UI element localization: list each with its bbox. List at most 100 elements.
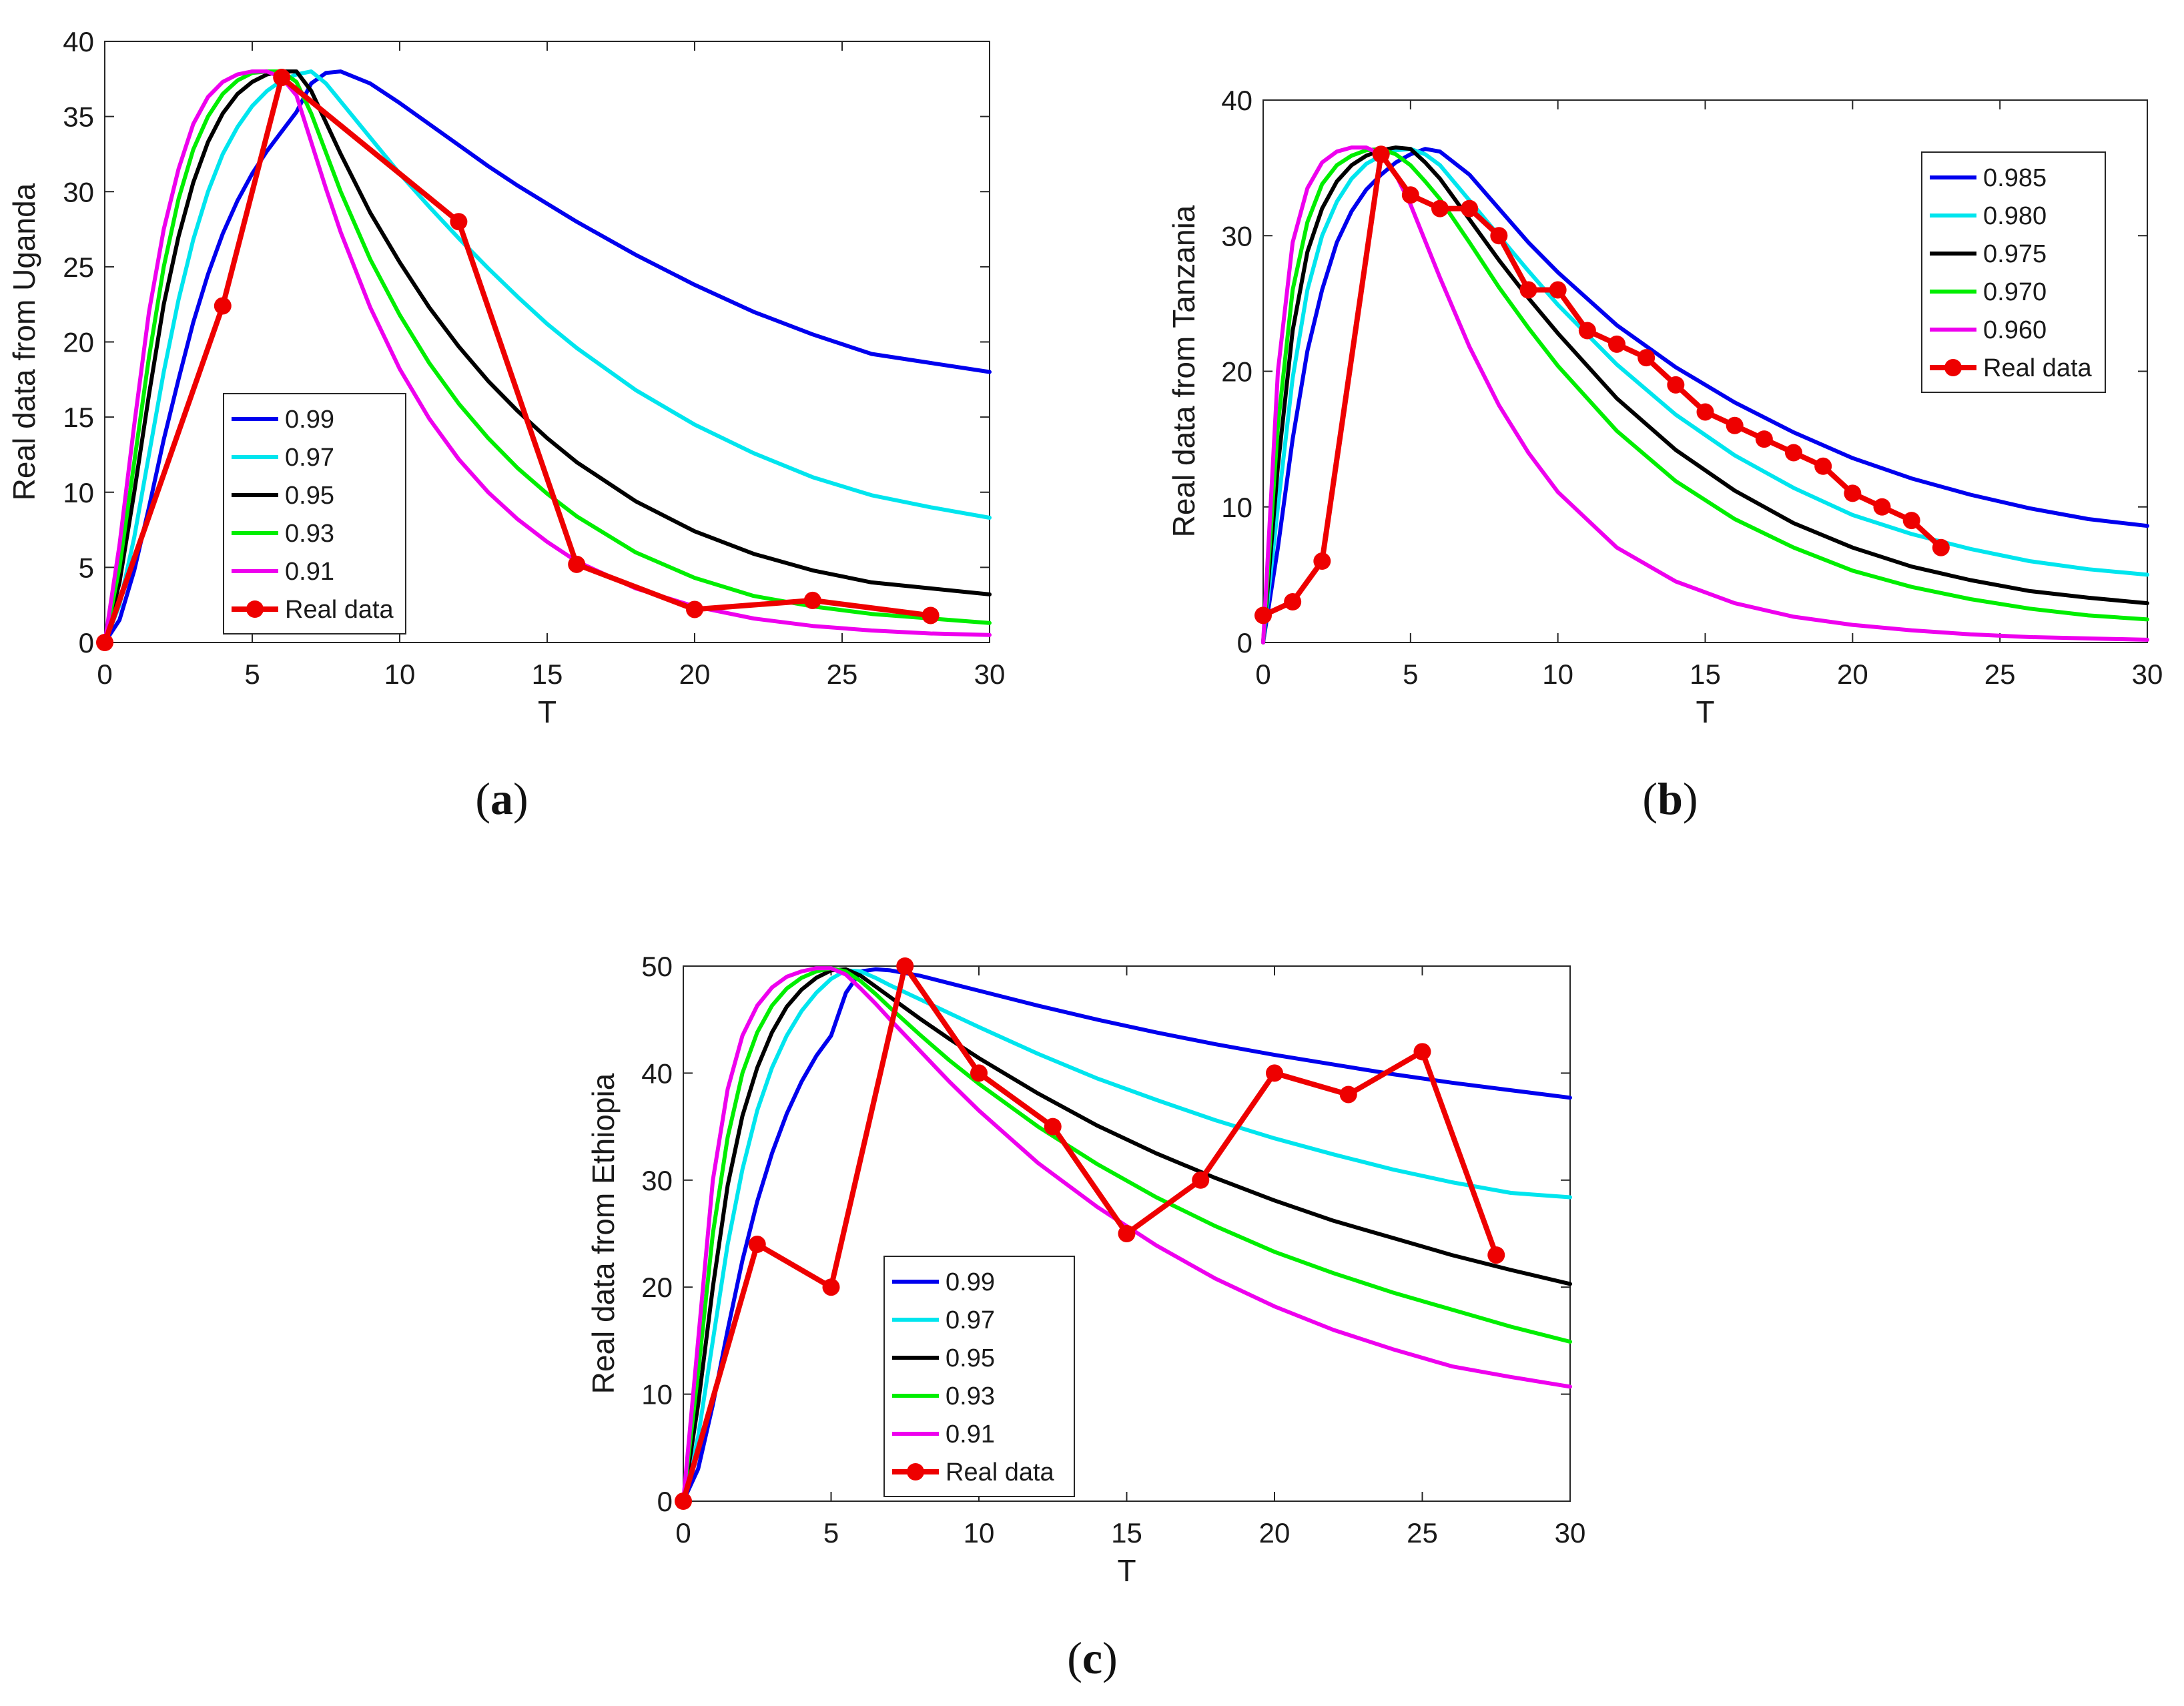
- data-point: [970, 1064, 988, 1082]
- data-point: [1313, 552, 1331, 570]
- y-tick-label: 0: [1237, 627, 1252, 659]
- series-line-0.97: [681, 968, 1572, 1503]
- data-point: [896, 957, 914, 975]
- data-point: [273, 69, 291, 87]
- y-axis-label: Real data from Ethiopia: [586, 1073, 621, 1394]
- series-line-0.99: [103, 69, 992, 645]
- series-line-0.93: [681, 966, 1572, 1503]
- series-line-0.970: [1261, 147, 2149, 645]
- y-tick-label: 35: [63, 101, 94, 133]
- x-tick-label: 15: [532, 659, 563, 690]
- data-point: [1254, 606, 1272, 624]
- y-tick-label: 30: [641, 1165, 673, 1196]
- chart-panel-c: 0 5 10 15 20 25 30 0 10 20 30 40 50 T Real data from E…: [586, 951, 1585, 1588]
- y-tick-label: 15: [63, 402, 94, 433]
- data-point: [450, 213, 468, 231]
- data-point: [1696, 403, 1714, 421]
- y-tick-label: 10: [641, 1379, 673, 1410]
- x-tick-label: 5: [823, 1517, 839, 1549]
- legend-label: Real data: [1983, 354, 2093, 382]
- y-axis-label: Real data from Tanzania: [1166, 205, 1201, 537]
- y-tick-label: 5: [79, 552, 94, 583]
- data-point: [803, 591, 821, 609]
- legend-box: [1921, 151, 2106, 393]
- legend-label: 0.980: [1983, 202, 2047, 230]
- x-tick-label: 5: [1403, 659, 1418, 690]
- y-tick-label: 40: [641, 1057, 673, 1089]
- legend-label: 0.93: [946, 1382, 995, 1410]
- legend-label: 0.99: [285, 406, 334, 434]
- legend-marker: [907, 1463, 924, 1480]
- legend-label: 0.975: [1983, 240, 2047, 268]
- chart-panel-a: 0 5 10 15 20 25 30 0 5 10 15 20 25 30 35 40 T Real data f…: [7, 26, 1005, 729]
- y-tick-label: 20: [1221, 356, 1252, 388]
- data-point: [1814, 457, 1832, 475]
- data-point: [1726, 416, 1744, 434]
- legend-label: 0.95: [285, 482, 334, 510]
- x-tick-label: 5: [244, 659, 260, 690]
- y-tick-label: 40: [63, 26, 94, 57]
- data-point: [1902, 512, 1920, 530]
- series-line-real-data: [681, 963, 1499, 1504]
- data-point: [1339, 1086, 1357, 1104]
- y-axis-label: Real data from Uganda: [7, 183, 41, 500]
- series-line-0.95: [103, 69, 992, 645]
- legend-label: 0.95: [946, 1344, 995, 1372]
- chart-panel-b: 0 5 10 15 20 25 30 0 10 20 30 40 T Real data from Tan…: [1166, 85, 2163, 729]
- data-point: [1490, 227, 1508, 245]
- x-tick-label: 25: [1984, 659, 2016, 690]
- data-point: [1372, 145, 1390, 163]
- y-tick-label: 30: [1221, 220, 1252, 252]
- data-point: [1461, 199, 1479, 218]
- data-point: [1118, 1225, 1136, 1242]
- data-point: [675, 1492, 692, 1510]
- y-tick-label: 0: [657, 1486, 673, 1517]
- x-tick-label: 0: [97, 659, 112, 690]
- x-tick-label: 25: [1407, 1517, 1438, 1549]
- series-line-0.975: [1261, 145, 2149, 645]
- data-point: [1755, 430, 1773, 448]
- legend: 0.985 0.980 0.975 0.970 0.960 Real data: [1921, 151, 2106, 393]
- y-tick-label: 30: [63, 176, 94, 207]
- legend-marker: [246, 600, 264, 618]
- legend-marker: [1944, 359, 1962, 376]
- data-point: [568, 555, 586, 573]
- caption-b: (b): [1642, 773, 1698, 824]
- x-tick-label: 30: [2132, 659, 2163, 690]
- data-point: [748, 1236, 766, 1254]
- caption-c: (c): [1067, 1633, 1118, 1683]
- data-point: [1608, 335, 1625, 353]
- x-tick-label: 15: [1111, 1517, 1142, 1549]
- x-tick-label: 0: [675, 1517, 691, 1549]
- legend-label: 0.960: [1983, 316, 2047, 344]
- caption-a: (a): [475, 773, 528, 824]
- series-line-0.960: [1261, 145, 2149, 645]
- data-point: [1549, 281, 1567, 299]
- data-point: [1844, 484, 1862, 502]
- series-line-0.95: [681, 967, 1572, 1503]
- legend: 0.99 0.97 0.95 0.93 0.91 Real data: [883, 1256, 1075, 1497]
- series-line-0.97: [103, 69, 992, 645]
- legend-label: Real data: [285, 596, 394, 624]
- legend-label: 0.97: [285, 444, 334, 472]
- series-line-0.99: [681, 967, 1572, 1503]
- data-point: [1785, 444, 1802, 462]
- x-tick-label: 20: [1837, 659, 1868, 690]
- data-point: [1519, 281, 1537, 299]
- legend-label: 0.97: [946, 1306, 995, 1334]
- y-tick-label: 20: [63, 327, 94, 358]
- data-point: [1431, 199, 1449, 218]
- legend-label: 0.99: [946, 1268, 995, 1296]
- data-point: [1401, 186, 1419, 204]
- y-tick-label: 50: [641, 951, 673, 982]
- data-point: [1932, 538, 1950, 556]
- series-line-0.985: [1261, 147, 2149, 645]
- x-tick-label: 20: [679, 659, 711, 690]
- legend-label: 0.985: [1983, 164, 2047, 192]
- x-tick-label: 30: [974, 659, 1006, 690]
- series-line-real-data: [102, 75, 934, 645]
- legend-label: 0.970: [1983, 278, 2047, 306]
- series-line-0.93: [103, 69, 992, 645]
- data-point: [1873, 498, 1891, 516]
